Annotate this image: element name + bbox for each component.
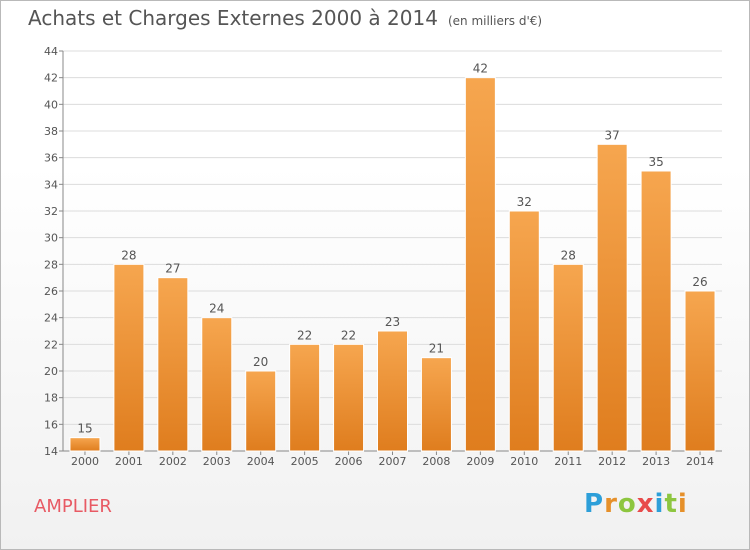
y-tick-label: 40 xyxy=(44,98,58,111)
x-tick-label: 2003 xyxy=(203,455,231,468)
x-tick-label: 2012 xyxy=(598,455,626,468)
logo-letter: i xyxy=(677,489,688,519)
x-axis-tick-labels: 2000 2001 2002 2003 2004 2005 2006 2007 2008 2009… xyxy=(71,455,714,468)
bar-2004 xyxy=(245,370,277,452)
bar-2009 xyxy=(464,77,496,452)
bar-value-label: 24 xyxy=(209,302,224,316)
x-tick-label: 2013 xyxy=(642,455,670,468)
bar-2011 xyxy=(552,263,584,452)
bar-2002 xyxy=(157,277,189,452)
bar-2013 xyxy=(640,170,672,452)
logo-letter: t xyxy=(664,489,678,519)
bar-2006 xyxy=(333,343,365,452)
x-tick-label: 2011 xyxy=(554,455,582,468)
bar-2007 xyxy=(377,330,408,452)
y-tick-label: 22 xyxy=(44,338,58,351)
bar-value-label: 22 xyxy=(341,328,356,342)
y-tick-label: 30 xyxy=(44,232,58,245)
y-tick-label: 24 xyxy=(44,312,58,325)
x-tick-label: 2008 xyxy=(422,455,450,468)
x-tick-label: 2010 xyxy=(510,455,538,468)
proxiti-logo: Proxiti xyxy=(584,489,688,519)
logo-letter: x xyxy=(636,489,655,519)
y-tick-label: 32 xyxy=(44,205,58,218)
logo-letter: P xyxy=(584,489,605,519)
y-axis-tick-labels: 14 16 18 20 22 24 26 28 30 32 34 36 38 40 42 44 xyxy=(44,45,58,458)
logo-letter: o xyxy=(617,489,637,519)
x-tick-label: 2009 xyxy=(466,455,494,468)
x-tick-label: 2007 xyxy=(379,455,407,468)
x-tick-label: 2004 xyxy=(247,455,275,468)
x-tick-label: 2001 xyxy=(115,455,143,468)
bar-value-label: 35 xyxy=(648,155,663,169)
commune-name: AMPLIER xyxy=(34,496,112,517)
bar-2012 xyxy=(596,143,628,452)
bar-value-label: 27 xyxy=(165,262,180,276)
y-tick-label: 34 xyxy=(44,178,58,191)
bar-2014 xyxy=(684,290,716,452)
y-tick-label: 20 xyxy=(44,365,58,378)
y-tick-label: 26 xyxy=(44,285,58,298)
bar-value-labels: 15 28 27 24 20 22 22 23 21 42 32 28 37 35 26 xyxy=(77,62,707,436)
bar-value-label: 28 xyxy=(121,248,136,262)
y-tick-label: 14 xyxy=(44,445,58,458)
bar-value-label: 37 xyxy=(605,128,620,142)
logo-letter: r xyxy=(604,489,618,519)
y-tick-label: 44 xyxy=(44,45,58,58)
x-tick-label: 2000 xyxy=(71,455,99,468)
bar-value-label: 28 xyxy=(561,248,576,262)
bar-2010 xyxy=(508,210,540,452)
bar-2001 xyxy=(113,263,145,452)
logo-letter: i xyxy=(654,489,665,519)
x-tick-label: 2002 xyxy=(159,455,187,468)
bar-value-label: 20 xyxy=(253,355,268,369)
bar-value-label: 42 xyxy=(473,62,488,76)
bar-2000 xyxy=(69,437,101,452)
y-tick-label: 42 xyxy=(44,72,58,85)
chart-title-text: Achats et Charges Externes 2000 à 2014 xyxy=(28,6,438,30)
bar-value-label: 23 xyxy=(385,315,400,329)
bar-value-label: 22 xyxy=(297,328,312,342)
y-tick-label: 38 xyxy=(44,125,58,138)
x-tick-label: 2005 xyxy=(291,455,319,468)
y-tick-label: 18 xyxy=(44,392,58,405)
y-tick-label: 28 xyxy=(44,258,58,271)
bar-value-label: 21 xyxy=(429,342,444,356)
bar-value-label: 26 xyxy=(692,275,707,289)
y-tick-label: 16 xyxy=(44,418,58,431)
y-tick-label: 36 xyxy=(44,152,58,165)
bars xyxy=(69,77,716,452)
x-tick-label: 2014 xyxy=(686,455,714,468)
chart-unit-label: (en milliers d'€) xyxy=(447,14,543,28)
bar-2003 xyxy=(201,317,233,452)
chart-title: Achats et Charges Externes 2000 à 2014 (e… xyxy=(28,6,542,30)
x-tick-label: 2006 xyxy=(335,455,363,468)
bar-value-label: 15 xyxy=(77,422,92,436)
bar-2008 xyxy=(420,357,452,452)
bar-value-label: 32 xyxy=(517,195,532,209)
bar-2005 xyxy=(289,343,321,452)
